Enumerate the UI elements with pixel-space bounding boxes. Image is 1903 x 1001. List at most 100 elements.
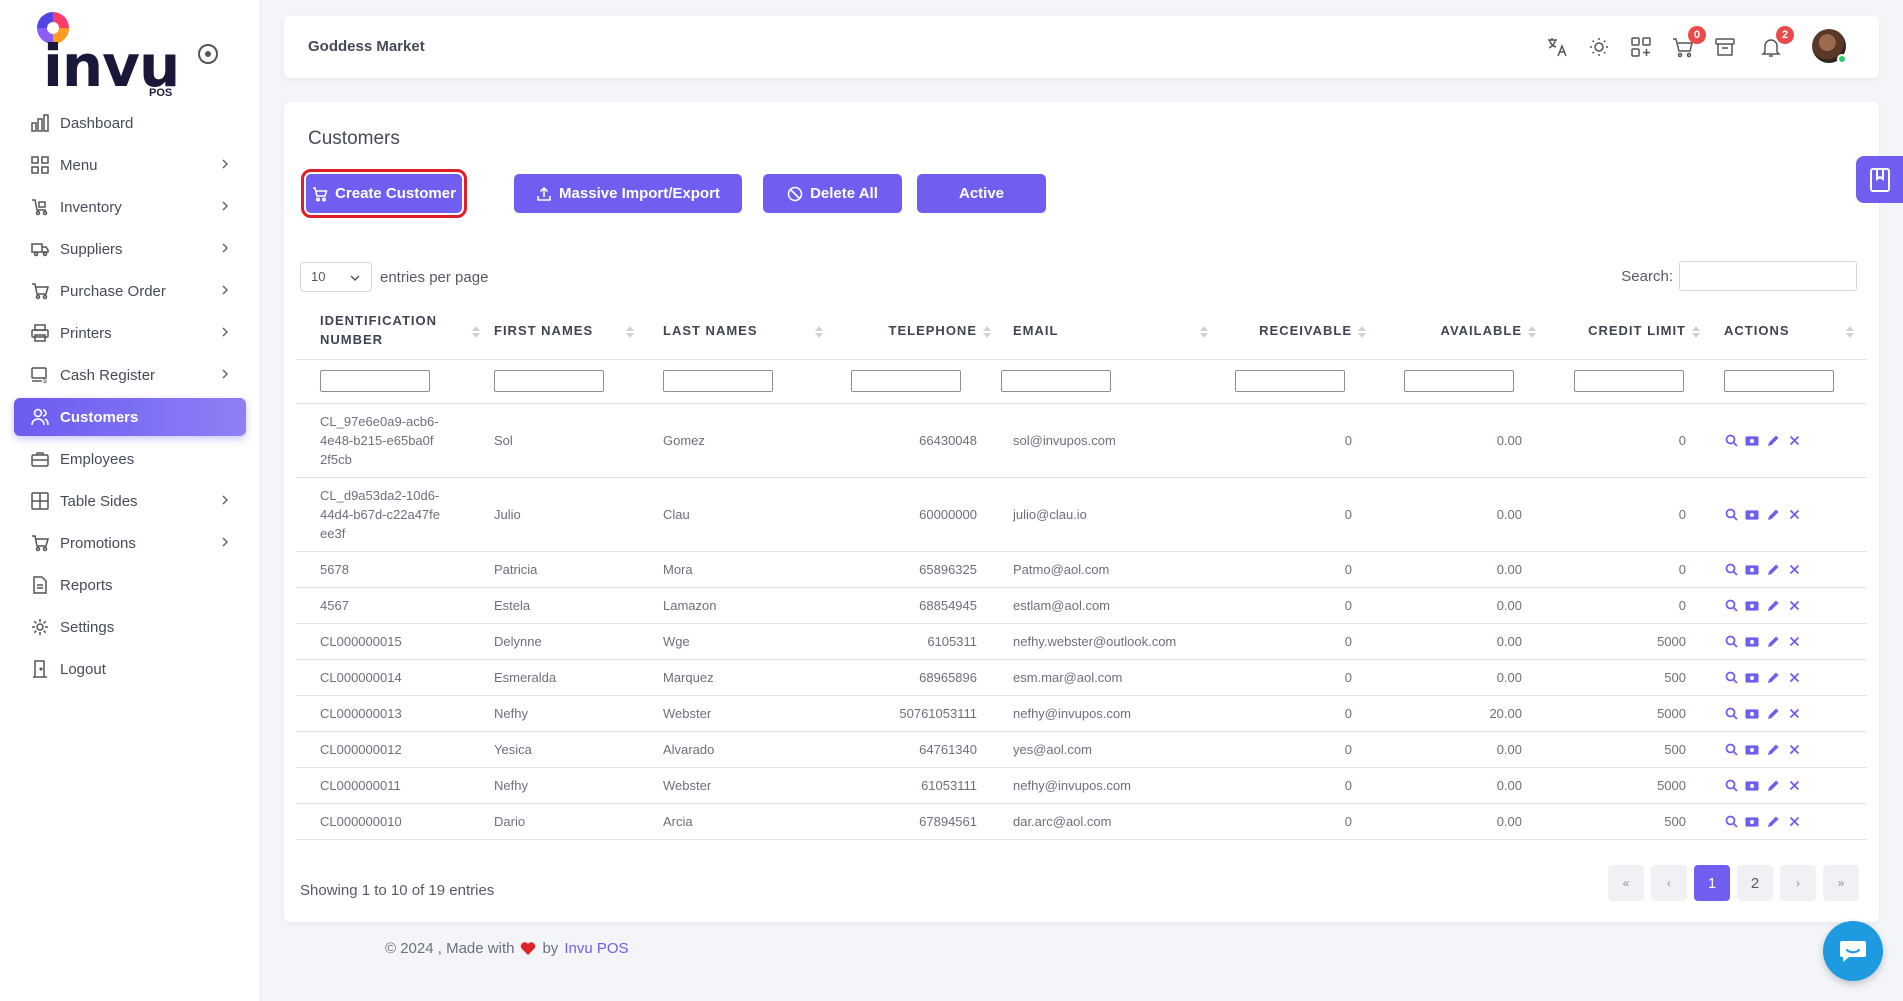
view-customer-icon[interactable] <box>1724 815 1738 829</box>
edit-pencil-icon[interactable] <box>1766 815 1780 829</box>
chat-support-button[interactable] <box>1823 921 1883 981</box>
edit-pencil-icon[interactable] <box>1766 743 1780 757</box>
sidebar-item-reports[interactable]: Reports <box>14 566 246 604</box>
sidebar-item-promotions[interactable]: Promotions <box>14 524 246 562</box>
pagination-page-2-button[interactable]: 2 <box>1737 865 1773 901</box>
cash-payment-icon[interactable] <box>1745 508 1759 522</box>
massive-import-export-button[interactable]: Massive Import/Export <box>514 174 742 213</box>
delete-x-icon[interactable] <box>1787 434 1801 448</box>
create-customer-button[interactable]: Create Customer <box>301 169 467 218</box>
filter-input-identification-number[interactable] <box>320 370 430 392</box>
pagination-page-1-button[interactable]: 1 <box>1694 865 1730 901</box>
pagination-last-button[interactable]: » <box>1823 865 1859 901</box>
footer-brand-link[interactable]: Invu POS <box>564 940 629 957</box>
sidebar-item-label: Cash Register <box>60 366 156 384</box>
column-header-telephone[interactable]: TELEPHONE <box>851 300 991 360</box>
translate-icon[interactable] <box>1544 34 1570 60</box>
edit-pencil-icon[interactable] <box>1766 508 1780 522</box>
bookmark-tab-button[interactable] <box>1856 156 1903 203</box>
edit-pencil-icon[interactable] <box>1766 671 1780 685</box>
delete-x-icon[interactable] <box>1787 815 1801 829</box>
view-customer-icon[interactable] <box>1724 743 1738 757</box>
filter-input-credit-limit[interactable] <box>1574 370 1684 392</box>
filter-input-email[interactable] <box>1001 370 1111 392</box>
sidebar-item-customers[interactable]: Customers <box>14 398 246 436</box>
sidebar-item-suppliers[interactable]: Suppliers <box>14 230 246 268</box>
edit-pencil-icon[interactable] <box>1766 635 1780 649</box>
column-header-credit-limit[interactable]: CREDIT LIMIT <box>1560 300 1700 360</box>
sidebar-item-logout[interactable]: Logout <box>14 650 246 688</box>
delete-x-icon[interactable] <box>1787 671 1801 685</box>
view-customer-icon[interactable] <box>1724 508 1738 522</box>
filter-input-telephone[interactable] <box>851 370 961 392</box>
sidebar-item-employees[interactable]: Employees <box>14 440 246 478</box>
cart-icon[interactable]: 0 <box>1670 26 1706 60</box>
delete-x-icon[interactable] <box>1787 635 1801 649</box>
cash-payment-icon[interactable] <box>1745 671 1759 685</box>
pagination-next-button[interactable]: › <box>1780 865 1816 901</box>
sidebar-item-cash-register[interactable]: $ Cash Register <box>14 356 246 394</box>
filter-input-last-names[interactable] <box>663 370 773 392</box>
bell-icon[interactable]: 2 <box>1758 26 1794 60</box>
cash-payment-icon[interactable] <box>1745 563 1759 577</box>
delete-x-icon[interactable] <box>1787 743 1801 757</box>
sidebar-item-menu[interactable]: Menu <box>14 146 246 184</box>
sidebar-toggle-icon[interactable] <box>198 44 218 64</box>
edit-pencil-icon[interactable] <box>1766 599 1780 613</box>
column-header-receivable[interactable]: RECEIVABLE <box>1226 300 1366 360</box>
delete-x-icon[interactable] <box>1787 599 1801 613</box>
edit-pencil-icon[interactable] <box>1766 434 1780 448</box>
sidebar-item-purchase-order[interactable]: Purchase Order <box>14 272 246 310</box>
column-header-last-names[interactable]: LAST NAMES <box>663 300 823 360</box>
column-header-identification-number[interactable]: IDENTIFICATION NUMBER <box>320 300 480 360</box>
cash-payment-icon[interactable] <box>1745 815 1759 829</box>
filter-input-actions[interactable] <box>1724 370 1834 392</box>
cart-icon <box>313 186 328 202</box>
sidebar-item-table-sides[interactable]: Table Sides <box>14 482 246 520</box>
filter-input-receivable[interactable] <box>1235 370 1345 392</box>
cash-payment-icon[interactable] <box>1745 599 1759 613</box>
filter-input-available[interactable] <box>1404 370 1514 392</box>
cell-actions <box>1724 404 1854 477</box>
delete-x-icon[interactable] <box>1787 508 1801 522</box>
cash-payment-icon[interactable] <box>1745 635 1759 649</box>
archive-icon[interactable] <box>1712 34 1738 60</box>
pagination-prev-button[interactable]: ‹ <box>1651 865 1687 901</box>
sidebar-item-printers[interactable]: Printers <box>14 314 246 352</box>
entries-select[interactable]: 10 <box>300 262 372 292</box>
view-customer-icon[interactable] <box>1724 707 1738 721</box>
view-customer-icon[interactable] <box>1724 563 1738 577</box>
cash-payment-icon[interactable] <box>1745 707 1759 721</box>
cell-first-name: Sol <box>494 433 513 448</box>
column-header-first-names[interactable]: FIRST NAMES <box>494 300 634 360</box>
avatar[interactable] <box>1812 29 1847 64</box>
view-customer-icon[interactable] <box>1724 671 1738 685</box>
sidebar-item-inventory[interactable]: Inventory <box>14 188 246 226</box>
column-header-actions[interactable]: ACTIONS <box>1724 300 1854 360</box>
sidebar-item-settings[interactable]: Settings <box>14 608 246 646</box>
view-customer-icon[interactable] <box>1724 599 1738 613</box>
apps-grid-icon[interactable] <box>1628 34 1654 60</box>
column-header-available[interactable]: AVAILABLE <box>1396 300 1536 360</box>
edit-pencil-icon[interactable] <box>1766 563 1780 577</box>
filter-input-first-names[interactable] <box>494 370 604 392</box>
theme-sun-icon[interactable] <box>1586 34 1612 60</box>
cash-payment-icon[interactable] <box>1745 779 1759 793</box>
delete-x-icon[interactable] <box>1787 563 1801 577</box>
active-filter-button[interactable]: Active <box>917 174 1046 213</box>
delete-x-icon[interactable] <box>1787 779 1801 793</box>
delete-x-icon[interactable] <box>1787 707 1801 721</box>
view-customer-icon[interactable] <box>1724 635 1738 649</box>
sidebar-item-dashboard[interactable]: Dashboard <box>14 104 246 142</box>
edit-pencil-icon[interactable] <box>1766 707 1780 721</box>
search-input[interactable] <box>1679 261 1857 291</box>
invu-logo[interactable]: invu POS <box>35 10 185 105</box>
view-customer-icon[interactable] <box>1724 779 1738 793</box>
view-customer-icon[interactable] <box>1724 434 1738 448</box>
cash-payment-icon[interactable] <box>1745 434 1759 448</box>
cash-payment-icon[interactable] <box>1745 743 1759 757</box>
pagination-first-button[interactable]: « <box>1608 865 1644 901</box>
edit-pencil-icon[interactable] <box>1766 779 1780 793</box>
column-header-email[interactable]: EMAIL <box>1013 300 1208 360</box>
delete-all-button[interactable]: Delete All <box>763 174 902 213</box>
